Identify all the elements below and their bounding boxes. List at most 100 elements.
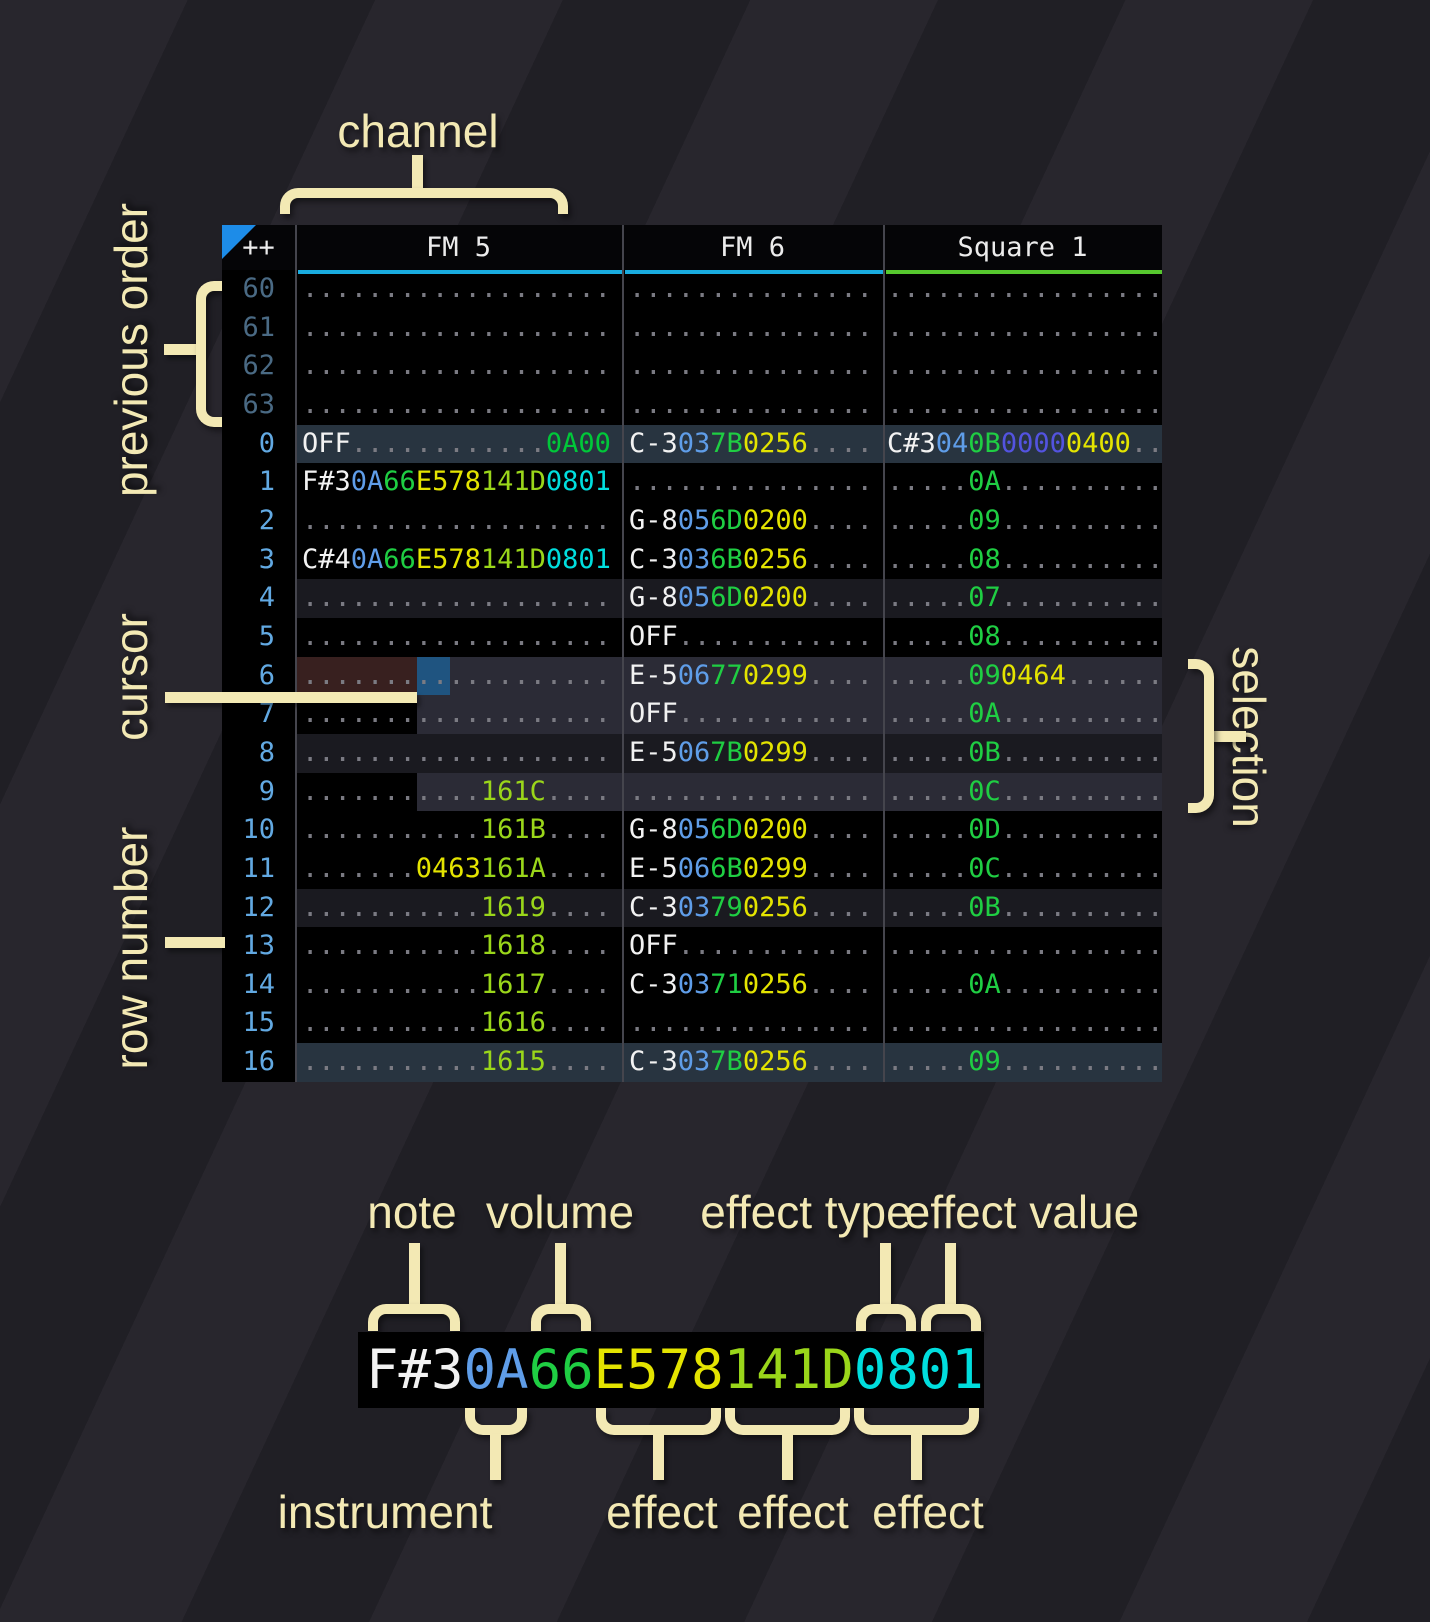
channel-cell-fm5[interactable]: ...................: [295, 733, 622, 773]
add-effect-column-button[interactable]: ++: [222, 225, 295, 270]
channel-cell-sq1[interactable]: .....090464......: [883, 657, 1162, 696]
pattern-row: 9 ...........161C........................…: [222, 773, 1162, 812]
channel-cell-sq1[interactable]: .....08..........: [883, 541, 1162, 580]
row-number-cell[interactable]: 4: [258, 582, 275, 614]
channel-cell-sq1[interactable]: .....0D..........: [883, 811, 1162, 850]
channel-cell-fm6[interactable]: ...............: [622, 463, 883, 502]
row-number-cell[interactable]: 62: [242, 350, 275, 382]
channel-cell-fm5[interactable]: ...........1618....: [295, 927, 622, 966]
channel-cell-fm6[interactable]: OFF............: [622, 618, 883, 657]
channel-cell-fm6[interactable]: E-506770299....: [622, 657, 883, 696]
channel-cell-fm5[interactable]: ...................: [295, 270, 622, 309]
channel-cell-fm6[interactable]: E-5066B0299....: [622, 850, 883, 889]
channel-cell-fm5[interactable]: ...................: [295, 309, 622, 348]
channel-cell-fm6[interactable]: ...............: [622, 386, 883, 425]
channel-cell-fm5[interactable]: F#30A66E578141D0801: [295, 463, 622, 502]
pattern-field-ins: 04: [935, 427, 969, 459]
row-number-cell[interactable]: 10: [242, 814, 275, 846]
channel-cell-fm5[interactable]: .......0463161A....: [295, 850, 622, 889]
pattern-field-vol: 66: [528, 1338, 594, 1401]
row-number-cell[interactable]: 9: [258, 775, 275, 807]
channel-header-fm-6[interactable]: FM 6: [622, 225, 883, 274]
channel-cell-fm6[interactable]: C-303790256....: [622, 888, 883, 928]
channel-cell-fm6[interactable]: G-8056D0200....: [622, 502, 883, 541]
row-number-cell[interactable]: 60: [242, 273, 275, 304]
channel-cell-sq1[interactable]: .................: [883, 1004, 1162, 1043]
channel-cell-fm5[interactable]: ...........1619....: [295, 888, 622, 928]
row-number-cell[interactable]: 13: [242, 930, 275, 962]
pattern-field-note: C-3: [629, 427, 678, 459]
channel-cell-sq1[interactable]: .....09..........: [883, 1043, 1162, 1082]
pattern-field-dot: ....: [807, 814, 873, 846]
pattern-field-vol: 07: [968, 582, 1001, 614]
channel-cell-fm5[interactable]: OFF............0A00: [295, 424, 622, 464]
channel-cell-sq1[interactable]: C#3040B00000400..: [883, 424, 1162, 464]
row-number-cell[interactable]: 14: [242, 968, 275, 1000]
channel-cell-fm6[interactable]: ...............: [622, 1004, 883, 1043]
channel-cell-sq1[interactable]: .................: [883, 386, 1162, 425]
channel-cell-fm5[interactable]: ...................: [295, 657, 622, 696]
channel-cell-fm6[interactable]: C-3037B0256....: [622, 1043, 883, 1082]
row-number-cell[interactable]: 2: [258, 504, 275, 536]
channel-cell-fm5[interactable]: ...................: [295, 579, 622, 618]
channel-cell-sq1[interactable]: .....0C..........: [883, 773, 1162, 812]
pattern-field-dot: ...........: [302, 968, 481, 1000]
row-number-cell[interactable]: 11: [242, 852, 275, 884]
row-number-cell[interactable]: 3: [258, 543, 275, 575]
channel-cell-fm6[interactable]: ...............: [622, 773, 883, 812]
channel-cell-fm5[interactable]: ...................: [295, 386, 622, 425]
pattern-field-dot: .....: [887, 852, 969, 884]
channel-cell-fm6[interactable]: C-303710256....: [622, 966, 883, 1005]
channel-cell-fm5[interactable]: ...................: [295, 695, 622, 734]
channel-cell-fm5[interactable]: ...........1616....: [295, 1004, 622, 1043]
channel-cell-sq1[interactable]: .................: [883, 347, 1162, 386]
channel-cell-fm6[interactable]: G-8056D0200....: [622, 579, 883, 618]
channel-cell-sq1[interactable]: .....08..........: [883, 618, 1162, 657]
row-number-cell[interactable]: 12: [242, 891, 275, 923]
channel-cell-sq1[interactable]: .....0A..........: [883, 463, 1162, 502]
row-number-cell[interactable]: 63: [242, 388, 275, 420]
row-number-cell[interactable]: 15: [242, 1007, 275, 1039]
channel-cell-fm5[interactable]: ...................: [295, 502, 622, 541]
row-number-cell[interactable]: 7: [258, 698, 275, 730]
channel-cell-fm5[interactable]: ...........1615....: [295, 1043, 622, 1082]
channel-cell-fm5[interactable]: ...................: [295, 347, 622, 386]
channel-cell-sq1[interactable]: .................: [883, 309, 1162, 348]
row-number-cell[interactable]: 61: [242, 311, 275, 343]
channel-cell-sq1[interactable]: .....09..........: [883, 502, 1162, 541]
row-number-cell[interactable]: 5: [258, 620, 275, 652]
channel-cell-fm6[interactable]: OFF............: [622, 695, 883, 734]
row-number-cell[interactable]: 1: [258, 466, 275, 498]
channel-cell-fm6[interactable]: G-8056D0200....: [622, 811, 883, 850]
channel-cell-fm6[interactable]: C-3037B0256....: [622, 424, 883, 464]
channel-cell-fm5[interactable]: C#40A66E578141D0801: [295, 541, 622, 580]
row-number-cell[interactable]: 6: [258, 659, 275, 691]
channel-cell-fm5[interactable]: ...........161C....: [295, 773, 622, 812]
channel-cell-fm6[interactable]: ...............: [622, 347, 883, 386]
row-number-cell[interactable]: 0: [258, 427, 275, 459]
effect2-stem: [782, 1434, 793, 1480]
channel-cell-fm5[interactable]: ...................: [295, 618, 622, 657]
channel-cell-fm6[interactable]: ...............: [622, 270, 883, 309]
channel-cell-fm6[interactable]: E-5067B0299....: [622, 733, 883, 773]
channel-cell-sq1[interactable]: .....0A..........: [883, 695, 1162, 734]
channel-cell-sq1[interactable]: .................: [883, 927, 1162, 966]
row-number-cell[interactable]: 16: [242, 1046, 275, 1078]
channel-cell-sq1[interactable]: .....0B..........: [883, 888, 1162, 928]
channel-cell-sq1[interactable]: .....0A..........: [883, 966, 1162, 1005]
channel-cell-fm6[interactable]: OFF............: [622, 927, 883, 966]
pattern-field-e_yel: 0463: [415, 852, 481, 884]
channel-header-square-1[interactable]: Square 1: [883, 225, 1162, 274]
row-number-cell[interactable]: 8: [258, 736, 275, 768]
channel-header-fm-5[interactable]: FM 5: [295, 225, 622, 274]
pattern-field-vol: 09: [968, 504, 1001, 536]
channel-cell-sq1[interactable]: .................: [883, 270, 1162, 309]
channel-cell-fm5[interactable]: ...........161B....: [295, 811, 622, 850]
channel-cell-fm5[interactable]: ...........1617....: [295, 966, 622, 1005]
channel-cell-fm6[interactable]: C-3036B0256....: [622, 541, 883, 580]
pattern-field-dot: ...................: [302, 698, 611, 730]
channel-cell-sq1[interactable]: .....07..........: [883, 579, 1162, 618]
channel-cell-sq1[interactable]: .....0C..........: [883, 850, 1162, 889]
channel-cell-fm6[interactable]: ...............: [622, 309, 883, 348]
channel-cell-sq1[interactable]: .....0B..........: [883, 733, 1162, 773]
